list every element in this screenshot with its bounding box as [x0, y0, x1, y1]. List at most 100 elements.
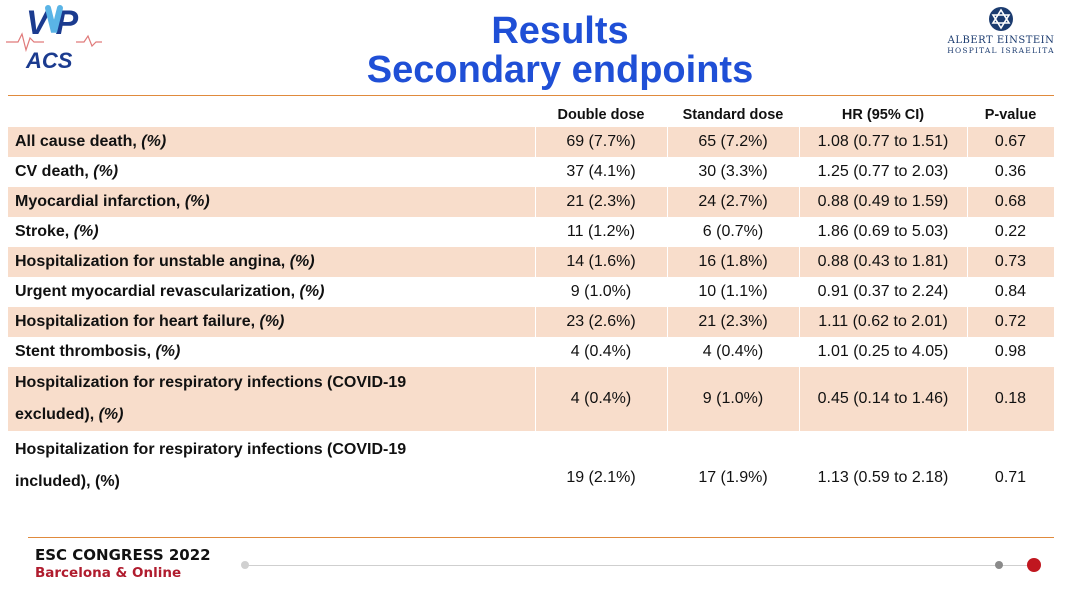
col-header-hr: HR (95% CI) [841, 107, 925, 123]
table-row: Hospitalization for heart failure, (%) 2… [8, 307, 1055, 337]
endpoint-label: Hospitalization for respiratory infectio… [8, 431, 536, 549]
hr-cell: 1.01 (0.25 to 4.05) [799, 337, 968, 367]
endpoint-label-text: Hospitalization for unstable angina, [15, 253, 290, 270]
endpoint-unit: (%) [93, 163, 119, 180]
col-header-endpoint [8, 103, 535, 127]
standard-dose-cell: 4 (0.4%) [667, 337, 800, 367]
endpoint-unit: (%) [155, 343, 181, 360]
endpoint-label: Stroke, (%) [8, 217, 536, 247]
endpoint-label: Hospitalization for unstable angina, (%) [8, 247, 536, 277]
endpoint-unit: (%) [259, 313, 285, 330]
table-row: All cause death, (%) 69 (7.7%) 65 (7.2%)… [8, 127, 1055, 157]
endpoint-label: Hospitalization for respiratory infectio… [8, 367, 536, 431]
endpoint-label-line1: Hospitalization for respiratory infectio… [15, 374, 407, 391]
p-value-cell: 0.73 [967, 247, 1055, 277]
standard-dose-cell: 16 (1.8%) [667, 247, 800, 277]
double-dose-cell: 37 (4.1%) [535, 157, 668, 187]
secondary-endpoints-table: Double dose Standard dose HR (95% CI) P-… [8, 103, 1055, 549]
p-value-cell: 0.84 [967, 277, 1055, 307]
endpoint-label: Myocardial infarction, (%) [8, 187, 536, 217]
endpoint-label-line1: Hospitalization for respiratory infectio… [15, 441, 407, 458]
endpoint-unit: (%) [184, 193, 210, 210]
endpoint-unit: (%) [141, 133, 167, 150]
table-row: Hospitalization for respiratory infectio… [8, 431, 1055, 549]
header-divider [8, 95, 1054, 96]
timeline-line [245, 565, 1035, 566]
page-title: Results [491, 10, 629, 52]
p-value-cell: 0.67 [967, 127, 1055, 157]
endpoint-label-text: Urgent myocardial revascularization, [15, 283, 300, 300]
endpoint-unit: (%) [299, 283, 325, 300]
endpoint-label-text: Stroke, [15, 223, 74, 240]
table-row: Hospitalization for unstable angina, (%)… [8, 247, 1055, 277]
endpoint-label: Urgent myocardial revascularization, (%) [8, 277, 536, 307]
timeline-dot [995, 561, 1003, 569]
standard-dose-cell: 21 (2.3%) [667, 307, 800, 337]
table-row: CV death, (%) 37 (4.1%) 30 (3.3%) 1.25 (… [8, 157, 1055, 187]
hr-cell: 1.13 (0.59 to 2.18) [799, 431, 968, 549]
table-row: Myocardial infarction, (%) 21 (2.3%) 24 … [8, 187, 1055, 217]
table-row: Hospitalization for respiratory infectio… [8, 367, 1055, 431]
double-dose-cell: 14 (1.6%) [535, 247, 668, 277]
p-value-cell: 0.98 [967, 337, 1055, 367]
endpoint-unit: (%) [73, 223, 99, 240]
standard-dose-cell: 10 (1.1%) [667, 277, 800, 307]
standard-dose-cell: 9 (1.0%) [667, 367, 800, 431]
p-value-cell: 0.71 [967, 431, 1055, 549]
endpoint-label: Hospitalization for heart failure, (%) [8, 307, 536, 337]
standard-dose-cell: 30 (3.3%) [667, 157, 800, 187]
congress-name: ESC CONGRESS 2022 [35, 546, 211, 564]
logo-acs-text: ACS [25, 48, 73, 72]
hr-cell: 0.88 (0.49 to 1.59) [799, 187, 968, 217]
timeline-end-dot [1027, 558, 1041, 572]
page-subtitle: Secondary endpoints [366, 49, 754, 91]
p-value-cell: 0.18 [967, 367, 1055, 431]
standard-dose-cell: 6 (0.7%) [667, 217, 800, 247]
endpoint-label: All cause death, (%) [8, 127, 536, 157]
hr-cell: 1.86 (0.69 to 5.03) [799, 217, 968, 247]
p-value-cell: 0.36 [967, 157, 1055, 187]
double-dose-cell: 4 (0.4%) [535, 367, 668, 431]
p-value-cell: 0.72 [967, 307, 1055, 337]
double-dose-cell: 4 (0.4%) [535, 337, 668, 367]
hr-cell: 1.11 (0.62 to 2.01) [799, 307, 968, 337]
table-row: Urgent myocardial revascularization, (%)… [8, 277, 1055, 307]
double-dose-cell: 21 (2.3%) [535, 187, 668, 217]
table-row: Stent thrombosis, (%) 4 (0.4%) 4 (0.4%) … [8, 337, 1055, 367]
double-dose-cell: 23 (2.6%) [535, 307, 668, 337]
endpoint-label-text: Hospitalization for heart failure, [15, 313, 260, 330]
table-header-row: Double dose Standard dose HR (95% CI) P-… [8, 103, 1054, 127]
footer-divider [28, 537, 1054, 538]
hr-cell: 1.25 (0.77 to 2.03) [799, 157, 968, 187]
congress-location: Barcelona & Online [35, 565, 182, 581]
logo-right-line1: ALBERT EINSTEIN [947, 35, 1055, 46]
endpoint-label-line2: included), (%) [15, 473, 120, 490]
endpoint-label-text: Stent thrombosis, [15, 343, 156, 360]
albert-einstein-logo: ALBERT EINSTEIN HOSPITAL ISRAELITA [946, 6, 1056, 62]
p-value-cell: 0.68 [967, 187, 1055, 217]
endpoint-label: CV death, (%) [8, 157, 536, 187]
endpoint-label-text: All cause death, [15, 133, 142, 150]
table-row: Stroke, (%) 11 (1.2%) 6 (0.7%) 1.86 (0.6… [8, 217, 1055, 247]
col-header-standard-dose: Standard dose [682, 107, 784, 123]
vip-acs-logo: V P ACS [4, 2, 104, 73]
hr-cell: 0.88 (0.43 to 1.81) [799, 247, 968, 277]
double-dose-cell: 9 (1.0%) [535, 277, 668, 307]
hr-cell: 1.08 (0.77 to 1.51) [799, 127, 968, 157]
endpoint-label-text: CV death, [15, 163, 94, 180]
double-dose-cell: 11 (1.2%) [535, 217, 668, 247]
hr-cell: 0.91 (0.37 to 2.24) [799, 277, 968, 307]
endpoint-label-line2: excluded), [15, 406, 99, 423]
standard-dose-cell: 24 (2.7%) [667, 187, 800, 217]
double-dose-cell: 19 (2.1%) [535, 431, 668, 549]
hr-cell: 0.45 (0.14 to 1.46) [799, 367, 968, 431]
col-header-p-value: P-value [984, 107, 1037, 123]
col-header-double-dose: Double dose [557, 107, 645, 123]
p-value-cell: 0.22 [967, 217, 1055, 247]
endpoint-unit: (%) [98, 406, 124, 423]
star-of-david-icon [988, 6, 1014, 32]
logo-right-line2: HOSPITAL ISRAELITA [947, 46, 1055, 55]
double-dose-cell: 69 (7.7%) [535, 127, 668, 157]
endpoint-unit: (%) [289, 253, 315, 270]
endpoint-label: Stent thrombosis, (%) [8, 337, 536, 367]
